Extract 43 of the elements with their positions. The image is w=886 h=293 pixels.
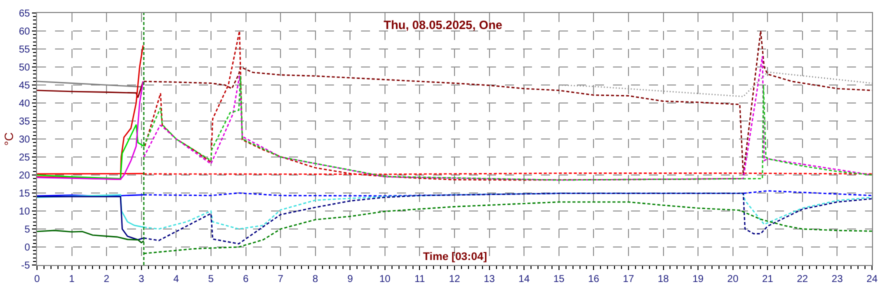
y-tick-label: 25 [18, 152, 30, 164]
x-tick-label: 20 [727, 274, 739, 285]
x-tick-label: 3 [138, 274, 145, 285]
x-tick-label: 19 [692, 274, 704, 285]
y-tick-label: 65 [18, 8, 30, 20]
x-tick-label: 23 [832, 274, 844, 285]
x-tick-label: 22 [796, 274, 808, 285]
x-tick-label: 11 [414, 274, 426, 285]
x-tick-label: 10 [379, 274, 391, 285]
y-tick-label: 0 [24, 242, 30, 254]
y-tick-label: 15 [18, 188, 30, 200]
x-tick-label: 14 [518, 274, 530, 285]
x-tick-label: 5 [208, 274, 214, 285]
x-tick-label: 21 [762, 274, 774, 285]
y-tick-label: 60 [18, 26, 30, 38]
y-tick-label: 10 [18, 206, 30, 218]
y-tick-label: 35 [18, 116, 30, 128]
y-tick-label: 5 [24, 224, 30, 236]
x-axis-title: Time [03:04] [423, 251, 488, 263]
x-tick-label: 4 [173, 274, 180, 285]
x-tick-label: 7 [278, 274, 284, 285]
x-tick-label: 16 [588, 274, 600, 285]
x-tick-label: 6 [242, 274, 249, 285]
x-tick-label: 2 [104, 274, 110, 285]
y-axis-title: °C [2, 132, 16, 146]
y-tick-label: 50 [18, 62, 30, 74]
y-tick-label: -5 [21, 260, 30, 272]
x-tick-label: 13 [484, 274, 496, 285]
y-tick-label: 55 [18, 44, 30, 56]
x-tick-label: 1 [69, 274, 76, 285]
chart-title: Thu, 08.05.2025, One [384, 18, 503, 32]
y-tick-label: 20 [18, 170, 30, 182]
x-tick-label: 15 [553, 274, 565, 285]
x-tick-label: 9 [347, 274, 354, 285]
x-tick-label: 8 [312, 274, 319, 285]
x-tick-label: 0 [34, 274, 40, 285]
x-tick-label: 17 [622, 274, 634, 285]
x-tick-label: 18 [658, 274, 670, 285]
y-tick-label: 45 [18, 80, 30, 92]
x-tick-label: 24 [866, 274, 878, 285]
y-tick-label: 30 [18, 134, 30, 146]
y-tick-label: 40 [18, 98, 30, 110]
x-tick-label: 12 [448, 274, 460, 285]
